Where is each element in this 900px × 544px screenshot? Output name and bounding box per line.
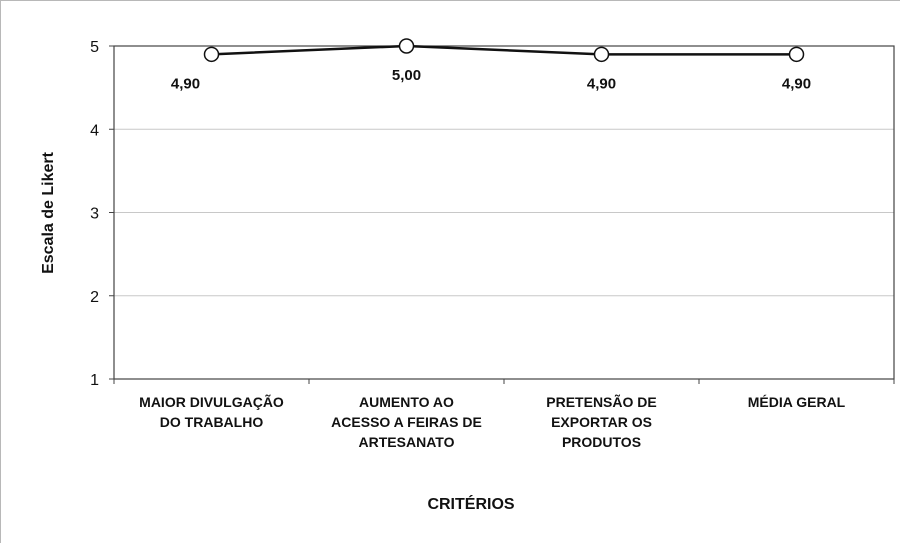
x-axis-title: CRITÉRIOS [427,494,514,513]
data-label: 4,90 [782,75,811,92]
y-tick-label: 1 [90,372,99,389]
x-category-label: MAIOR DIVULGAÇÃO DO TRABALHO [139,393,284,430]
data-labels: 4,90 5,00 4,90 4,90 [171,67,811,92]
x-category-label-line: PRODUTOS [562,434,641,450]
x-category-label-line: EXPORTAR OS [551,414,652,430]
data-label: 5,00 [392,67,421,84]
series-line-group [203,38,805,63]
x-category-label-line: DO TRABALHO [160,414,264,430]
data-point-marker [593,46,610,63]
y-tick-label: 5 [90,39,99,56]
y-axis-title: Escala de Likert [40,151,57,274]
data-point-marker [788,46,805,63]
y-tick-label: 4 [90,122,99,139]
series-line [211,44,797,56]
x-axis-categories: MAIOR DIVULGAÇÃO DO TRABALHO AUMENTO AO ACE… [139,393,846,450]
x-category-label-line: PRETENSÃO DE [546,393,656,410]
x-category-label-line: MÉDIA GERAL [748,394,846,410]
x-category-label-line: MAIOR DIVULGAÇÃO [139,393,284,410]
data-point-marker [398,38,415,54]
x-category-label: PRETENSÃO DE EXPORTAR OS PRODUTOS [546,393,656,450]
x-category-label: MÉDIA GERAL [748,394,846,410]
data-label: 4,90 [171,75,200,92]
y-tick-label: 2 [90,289,99,306]
y-axis-ticks: 1 2 3 4 5 [90,39,114,389]
x-category-label: AUMENTO AO ACESSO A FEIRAS DE ARTESANATO [331,394,482,450]
x-category-label-line: ARTESANATO [359,434,455,450]
x-category-label-line: AUMENTO AO [359,394,454,410]
data-point-marker [203,46,220,63]
plot-area [113,45,895,384]
x-category-label-line: ACESSO A FEIRAS DE [331,414,482,430]
data-label: 4,90 [587,75,616,92]
gridlines [114,128,894,297]
y-tick-label: 3 [90,206,99,223]
